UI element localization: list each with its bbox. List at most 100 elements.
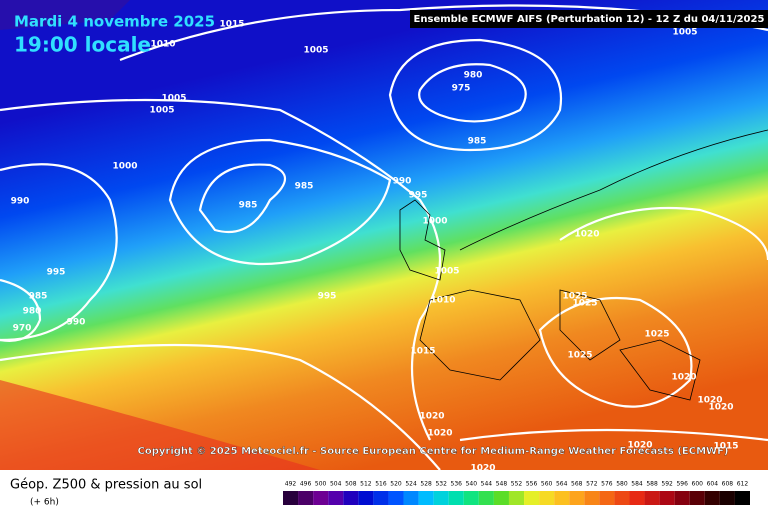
isobar-label: 1015 (410, 347, 435, 357)
isobar-labels: 1015 1010 1005 1005 1005 980 975 985 1000 985 985 9… (11, 20, 739, 474)
scale-label: 508 (345, 481, 357, 488)
map-background (0, 0, 768, 470)
copyright: Copyright © 2025 Meteociel.fr - Source E… (138, 446, 729, 457)
scale-swatch (599, 491, 615, 505)
isobar-label: 1015 (219, 20, 244, 30)
footer-step: (+ 6h) (30, 498, 59, 508)
scale-label: 568 (571, 481, 583, 488)
scale-label: 544 (481, 481, 493, 488)
scale-swatch (283, 491, 299, 505)
scale-swatch (734, 491, 750, 505)
isobar-label: 1020 (419, 412, 444, 422)
isobar-label: 975 (452, 84, 471, 94)
model-box (410, 10, 768, 28)
scale-swatch (689, 491, 705, 505)
scale-swatch (704, 491, 720, 505)
isobar-label: 1010 (430, 296, 455, 306)
isobar-label: 1005 (434, 267, 459, 277)
model-info: Ensemble ECMWF AIFS (Perturbation 12) - … (414, 14, 765, 25)
date: Mardi 4 novembre 2025 (14, 13, 215, 31)
isobar-label: 985 (468, 137, 487, 147)
scale-label: 572 (586, 481, 598, 488)
scale-label: 560 (541, 481, 553, 488)
scale-label: 532 (435, 481, 447, 488)
isobar-label: 1015 (713, 442, 738, 452)
footer-title: Géop. Z500 & pression au sol (10, 478, 202, 493)
scale-swatch (328, 491, 344, 505)
scale-label: 604 (707, 481, 719, 488)
isobar-label: 1025 (567, 351, 592, 361)
isobar-label: 1020 (671, 373, 696, 383)
scale-label: 536 (451, 481, 463, 488)
scale-swatch (644, 491, 660, 505)
scale-swatch (554, 491, 570, 505)
scale-label: 540 (466, 481, 478, 488)
isobar-label: 1020 (470, 464, 495, 474)
scale-label: 612 (737, 481, 749, 488)
scale-swatch (524, 491, 540, 505)
scale-label: 576 (601, 481, 613, 488)
color-scale: 492 496 500 504 508 512 516 520 524 528 532 536 540 5… (283, 481, 750, 505)
isobar-label: 1020 (627, 441, 652, 451)
isobar-label: 995 (409, 191, 428, 201)
scale-label: 552 (511, 481, 523, 488)
isobar-label: 1025 (562, 292, 587, 302)
scale-swatch (463, 491, 479, 505)
scale-label: 592 (661, 481, 673, 488)
isobar-label: 1000 (422, 217, 447, 227)
scale-swatch (614, 491, 630, 505)
scale-label: 584 (631, 481, 643, 488)
isobar-label: 995 (318, 292, 337, 302)
scale-swatch (674, 491, 690, 505)
scale-label: 528 (420, 481, 432, 488)
scale-swatch (358, 491, 374, 505)
scale-label: 556 (526, 481, 538, 488)
scale-swatch (448, 491, 464, 505)
isobar-label: 990 (393, 177, 412, 187)
scale-swatch (343, 491, 359, 505)
isobar-label: 985 (29, 292, 48, 302)
scale-swatch (298, 491, 314, 505)
scale-label: 564 (556, 481, 568, 488)
isobar-label: 970 (13, 324, 32, 334)
isobar-label: 1020 (708, 403, 733, 413)
scale-label: 596 (676, 481, 688, 488)
scale-swatch (388, 491, 404, 505)
scale-label: 520 (390, 481, 402, 488)
scale-label: 608 (722, 481, 734, 488)
scale-label: 496 (300, 481, 312, 488)
scale-label: 504 (330, 481, 342, 488)
scale-label: 500 (315, 481, 327, 488)
isobar-label: 1020 (697, 396, 722, 406)
scale-label: 588 (646, 481, 658, 488)
isobar-label: 980 (23, 307, 42, 317)
scale-label: 516 (375, 481, 387, 488)
isobar-label: 990 (11, 197, 30, 207)
scale-swatch (584, 491, 600, 505)
coastlines (399, 129, 768, 401)
isobar-label: 990 (67, 318, 86, 328)
scale-swatch (659, 491, 675, 505)
scale-swatch (313, 491, 329, 505)
scale-swatch (719, 491, 735, 505)
scale-swatch (493, 491, 509, 505)
isobar-label: 995 (47, 268, 66, 278)
scale-swatch (418, 491, 434, 505)
isobar-label: 980 (464, 71, 483, 81)
low-region (0, 0, 130, 30)
scale-swatch (373, 491, 389, 505)
warm-region (0, 380, 320, 470)
scale-label: 600 (692, 481, 704, 488)
scale-swatch (539, 491, 555, 505)
scale-swatch (508, 491, 525, 505)
scale-swatch (403, 491, 419, 505)
scale-label: 580 (616, 481, 628, 488)
isobar-label: 1020 (427, 429, 452, 439)
scale-label: 548 (496, 481, 508, 488)
scale-label: 524 (405, 481, 417, 488)
scale-swatch (433, 491, 449, 505)
isobar-label: 1000 (112, 162, 137, 172)
isobar-label: 1005 (672, 28, 697, 38)
scale-swatch (478, 491, 494, 505)
